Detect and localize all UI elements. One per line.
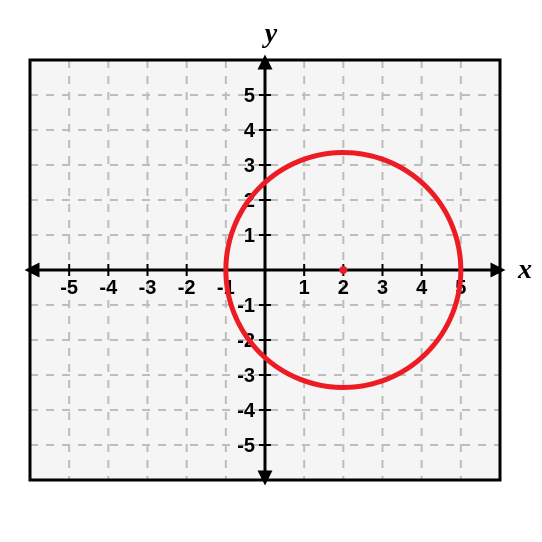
y-tick-label: -5 xyxy=(237,435,255,457)
y-tick-label: -1 xyxy=(237,295,255,317)
x-tick-label: -5 xyxy=(60,277,78,299)
y-tick-label: 4 xyxy=(244,120,256,142)
x-tick-label: -4 xyxy=(99,277,118,299)
x-tick-label: 3 xyxy=(377,277,388,299)
chart-container: -5-4-3-2-112345-5-4-3-2-112345yx xyxy=(0,0,542,542)
x-tick-label: 1 xyxy=(299,277,310,299)
y-tick-label: -4 xyxy=(237,400,256,422)
x-tick-label: -3 xyxy=(139,277,157,299)
y-tick-label: -3 xyxy=(237,365,255,387)
circle-center-point xyxy=(339,266,347,274)
x-axis-label: x xyxy=(517,254,532,285)
y-axis-label: y xyxy=(262,18,278,49)
x-tick-label: 4 xyxy=(416,277,428,299)
x-tick-label: -2 xyxy=(178,277,196,299)
coordinate-plane: -5-4-3-2-112345-5-4-3-2-112345yx xyxy=(0,0,542,542)
y-tick-label: 1 xyxy=(244,225,255,247)
y-tick-label: 5 xyxy=(244,85,255,107)
y-tick-label: 3 xyxy=(244,155,255,177)
x-tick-label: 2 xyxy=(338,277,349,299)
